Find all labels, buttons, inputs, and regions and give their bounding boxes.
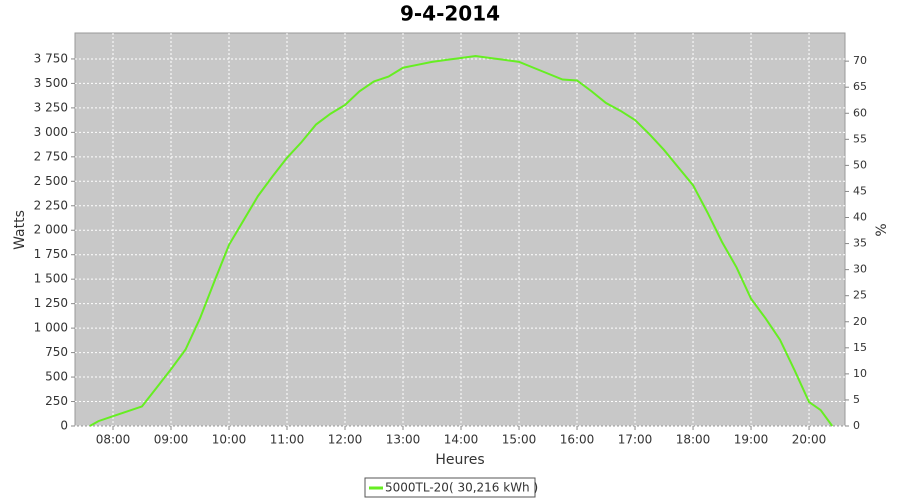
y2-tick-label: 25 [853,289,867,302]
y2-tick-label: 70 [853,54,867,67]
y-tick-label: 2 000 [34,223,68,237]
x-tick-label: 13:00 [386,433,421,447]
y-tick-label: 1 500 [34,272,68,286]
y-tick-label: 3 750 [34,51,68,65]
y-tick-label: 2 750 [34,149,68,163]
y-tick-label: 3 500 [34,76,68,90]
y2-tick-label: 30 [853,263,867,276]
x-tick-label: 17:00 [618,433,653,447]
y2-tick-label: 50 [853,158,867,171]
y2-tick-label: 65 [853,80,867,93]
x-tick-label: 09:00 [154,433,189,447]
y-tick-label: 0 [60,419,68,433]
legend [364,477,536,498]
y-tick-label: 1 250 [34,296,68,310]
y2-tick-label: 45 [853,184,867,197]
plot-area [74,32,846,427]
y-tick-label: 3 000 [34,125,68,139]
y2-tick-label: 35 [853,237,867,250]
x-tick-label: 08:00 [96,433,131,447]
y-tick-label: 2 250 [34,198,68,212]
y-tick-label: 500 [45,370,68,384]
y-tick-label: 1 000 [34,321,68,335]
y2-tick-label: 55 [853,132,867,145]
y-tick-label: 750 [45,345,68,359]
y-tick-label: 250 [45,394,68,408]
y2-tick-label: 10 [853,367,867,380]
y-tick-label: 2 500 [34,174,68,188]
y2-tick-label: 0 [853,419,860,432]
x-tick-label: 11:00 [270,433,305,447]
x-axis-title: Heures [435,452,484,468]
x-tick-label: 12:00 [328,433,363,447]
x-tick-label: 16:00 [560,433,595,447]
series-line [89,54,834,427]
x-tick-label: 19:00 [734,433,769,447]
x-tick-label: 18:00 [676,433,711,447]
x-tick-label: 15:00 [502,433,537,447]
y2-tick-label: 15 [853,341,867,354]
y-axis-title: Watts [12,210,28,250]
x-tick-label: 14:00 [444,433,479,447]
chart-title: 9-4-2014 [400,2,500,26]
y2-tick-label: 60 [853,106,867,119]
y2-tick-label: 5 [853,393,860,406]
legend-label: 5000TL-20( 30,216 kWh ) [385,481,538,495]
y2-axis-title: % [874,223,890,236]
y2-tick-label: 20 [853,315,867,328]
y-tick-label: 1 750 [34,247,68,261]
x-tick-label: 10:00 [212,433,247,447]
y-tick-label: 3 250 [34,100,68,114]
x-tick-label: 20:00 [792,433,827,447]
y2-tick-label: 40 [853,211,867,224]
